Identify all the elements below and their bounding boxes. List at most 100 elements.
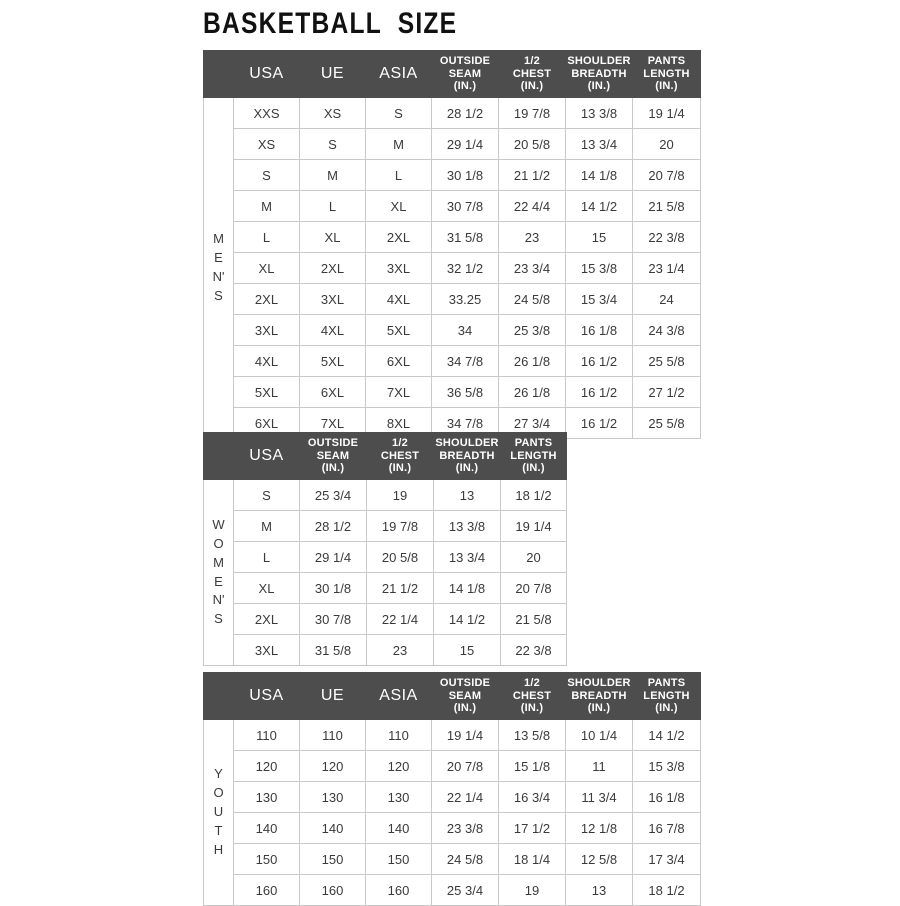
mens-cell: 30 7/8 [431, 190, 499, 222]
mens-table-row: XL 2XL 3XL 32 1/2 23 3/4 15 3/8 23 1/4 [204, 252, 701, 284]
mens-group-label-text: M E N' S [212, 231, 225, 303]
mens-cell: XS [233, 128, 300, 160]
youth-cell: 110 [233, 719, 300, 751]
womens-col-header-shoulder-breadth-in: SHOULDER BREADTH (IN.) [433, 432, 501, 480]
womens-cell: XL [233, 572, 300, 604]
youth-cell: 23 3/8 [431, 812, 499, 844]
youth-table-row: 130 130 130 22 1/4 16 3/4 11 3/4 16 1/8 [204, 781, 701, 813]
mens-cell: 33.25 [431, 283, 499, 315]
mens-cell: 27 1/2 [632, 376, 701, 408]
mens-cell: 24 [632, 283, 701, 315]
youth-cell: 16 7/8 [632, 812, 701, 844]
womens-cell: 18 1/2 [500, 479, 567, 511]
youth-cell: 13 [565, 874, 633, 906]
youth-col-header-shoulder-breadth-in: SHOULDER BREADTH (IN.) [565, 672, 633, 720]
womens-cell: 20 [500, 541, 567, 573]
youth-col-header-asia: ASIA [365, 672, 432, 720]
mens-table-row: 2XL 3XL 4XL 33.25 24 5/8 15 3/4 24 [204, 283, 701, 315]
mens-cell: S [233, 159, 300, 191]
youth-cell: 14 1/2 [632, 719, 701, 751]
youth-cell: 12 1/8 [565, 812, 633, 844]
womens-table-row: XL 30 1/8 21 1/2 14 1/8 20 7/8 [204, 572, 567, 604]
mens-table-row: 5XL 6XL 7XL 36 5/8 26 1/8 16 1/2 27 1/2 [204, 376, 701, 408]
youth-cell: 12 5/8 [565, 843, 633, 875]
mens-header-corner [203, 50, 234, 98]
womens-table-row: W O M E N' S S 25 3/4 19 13 18 1/2 [203, 479, 567, 666]
womens-cell: S [233, 479, 300, 511]
womens-cell: 28 1/2 [299, 510, 367, 542]
mens-cell: XXS [233, 97, 300, 129]
mens-col-header-outside-seam-in: OUTSIDE SEAM (IN.) [431, 50, 499, 98]
mens-cell: 16 1/2 [565, 376, 633, 408]
youth-cell: 24 5/8 [431, 843, 499, 875]
mens-cell: 15 3/4 [565, 283, 633, 315]
youth-cell: 25 3/4 [431, 874, 499, 906]
youth-cell: 22 1/4 [431, 781, 499, 813]
youth-header-row: USA UE ASIA OUTSIDE SEAM (IN.) 1/2 CHEST (IN.) SH… [203, 672, 701, 720]
mens-cell: 23 [498, 221, 566, 253]
youth-size-table: USA UE ASIA OUTSIDE SEAM (IN.) 1/2 CHEST (IN.) SH… [203, 672, 701, 906]
womens-table-row: M 28 1/2 19 7/8 13 3/8 19 1/4 [204, 510, 567, 542]
youth-cell: 20 7/8 [431, 750, 499, 782]
mens-cell: 28 1/2 [431, 97, 499, 129]
mens-col-header-ue: UE [299, 50, 366, 98]
mens-size-table: USA UE ASIA OUTSIDE SEAM (IN.) 1/2 CHEST (IN.) SH… [203, 50, 701, 439]
mens-cell: M [365, 128, 432, 160]
mens-cell: 16 1/2 [565, 345, 633, 377]
mens-table-row: L XL 2XL 31 5/8 23 15 22 3/8 [204, 221, 701, 253]
womens-cell: 15 [433, 634, 501, 666]
mens-cell: 6XL [299, 376, 366, 408]
mens-cell: 7XL [365, 376, 432, 408]
mens-cell: 19 7/8 [498, 97, 566, 129]
mens-cell: XL [299, 221, 366, 253]
youth-cell: 130 [233, 781, 300, 813]
mens-cell: 5XL [233, 376, 300, 408]
womens-header-corner [203, 432, 234, 480]
mens-cell: 15 [565, 221, 633, 253]
mens-cell: M [299, 159, 366, 191]
youth-cell: 15 3/8 [632, 750, 701, 782]
youth-cell: 10 1/4 [565, 719, 633, 751]
mens-col-header-usa: USA [233, 50, 300, 98]
mens-cell: 3XL [233, 314, 300, 346]
mens-cell: 2XL [365, 221, 432, 253]
womens-cell: 20 7/8 [500, 572, 567, 604]
mens-cell: 15 3/8 [565, 252, 633, 284]
youth-col-header-outside-seam-in: OUTSIDE SEAM (IN.) [431, 672, 499, 720]
mens-cell: M [233, 190, 300, 222]
mens-cell: 5XL [365, 314, 432, 346]
mens-table-head: USA UE ASIA OUTSIDE SEAM (IN.) 1/2 CHEST (IN.) SH… [203, 50, 701, 98]
youth-cell: 19 1/4 [431, 719, 499, 751]
mens-table-row: XS S M 29 1/4 20 5/8 13 3/4 20 [204, 128, 701, 160]
youth-cell: 11 [565, 750, 633, 782]
youth-cell: 18 1/2 [632, 874, 701, 906]
youth-table-body: Y O U T H 110 110 110 19 1/4 13 5/8 10 1/4 14 1/2 12… [203, 719, 701, 906]
youth-col-header-1-2-chest-in: 1/2 CHEST (IN.) [498, 672, 566, 720]
mens-cell: L [299, 190, 366, 222]
mens-cell: 20 7/8 [632, 159, 701, 191]
youth-cell: 160 [233, 874, 300, 906]
mens-cell: 13 3/8 [565, 97, 633, 129]
mens-col-header-1-2-chest-in: 1/2 CHEST (IN.) [498, 50, 566, 98]
womens-cell: 19 [366, 479, 434, 511]
mens-cell: 5XL [299, 345, 366, 377]
youth-table-row: 160 160 160 25 3/4 19 13 18 1/2 [204, 874, 701, 906]
womens-table-row: 2XL 30 7/8 22 1/4 14 1/2 21 5/8 [204, 603, 567, 635]
womens-group-label-text: W O M E N' S [212, 516, 225, 627]
mens-cell: L [365, 159, 432, 191]
womens-cell: 31 5/8 [299, 634, 367, 666]
womens-cell: 30 1/8 [299, 572, 367, 604]
womens-group-label: W O M E N' S [203, 479, 234, 666]
youth-cell: 16 3/4 [498, 781, 566, 813]
womens-cell: 13 3/8 [433, 510, 501, 542]
womens-cell: 25 3/4 [299, 479, 367, 511]
womens-header-row: USA OUTSIDE SEAM (IN.) 1/2 CHEST (IN.) SHOULDER… [203, 432, 567, 480]
youth-cell: 110 [365, 719, 432, 751]
youth-cell: 120 [365, 750, 432, 782]
mens-cell: 4XL [365, 283, 432, 315]
mens-table-body: M E N' S XXS XS S 28 1/2 19 7/8 13 3/8 19 1/4 XS S M 2… [203, 97, 701, 439]
youth-cell: 15 1/8 [498, 750, 566, 782]
mens-cell: 26 1/8 [498, 376, 566, 408]
mens-table-row: 3XL 4XL 5XL 34 25 3/8 16 1/8 24 3/8 [204, 314, 701, 346]
